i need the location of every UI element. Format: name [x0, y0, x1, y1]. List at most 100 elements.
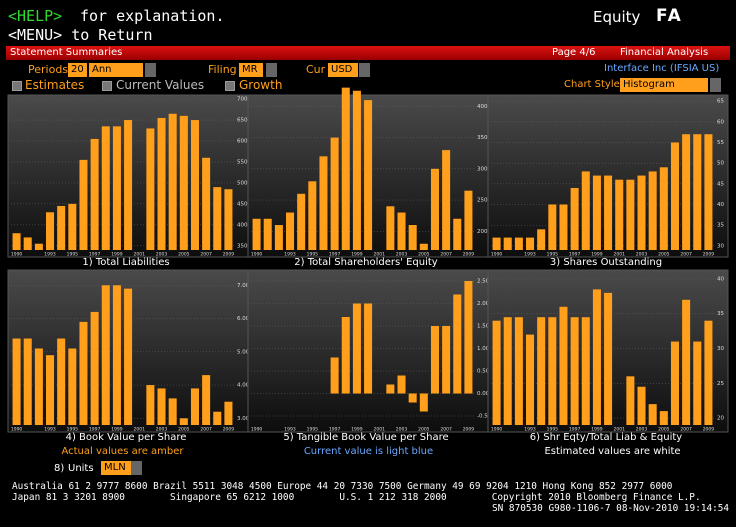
x-tick-label: 1997 [569, 252, 581, 258]
y-tick-label: 0.50 [477, 369, 490, 375]
bar [202, 157, 211, 250]
bar [626, 376, 635, 425]
chart-style-input[interactable]: Histogram [620, 78, 708, 92]
bar [704, 320, 713, 425]
x-tick-label: 2003 [636, 252, 648, 258]
bar [23, 237, 32, 250]
current-values[interactable]: Current Values [116, 78, 205, 92]
bar [419, 243, 428, 250]
bar [79, 321, 88, 425]
y-tick-label: 550 [237, 159, 248, 165]
y-tick-label: 50 [717, 161, 724, 167]
bar [90, 138, 99, 250]
growth[interactable]: Growth [239, 78, 283, 92]
bar [492, 320, 501, 425]
bar [408, 225, 417, 250]
note-estimated: Estimated values are white [544, 446, 681, 457]
x-tick-label: 1995 [547, 427, 559, 433]
x-tick-label: 2001 [613, 427, 625, 433]
bar [570, 317, 579, 425]
bar [492, 237, 501, 250]
dropdown[interactable] [131, 461, 142, 475]
bar [682, 134, 691, 250]
x-tick-label: 2003 [396, 427, 408, 433]
x-tick-label: 2009 [463, 427, 475, 433]
y-tick-label: 65 [717, 99, 724, 105]
x-tick-label: 2003 [636, 427, 648, 433]
y-tick-label: 2.00 [477, 301, 490, 307]
bar [526, 334, 535, 425]
bar [90, 311, 99, 425]
help-key[interactable]: <HELP> [8, 7, 63, 25]
dropdown[interactable] [710, 78, 721, 92]
checkbox[interactable] [225, 81, 235, 91]
x-tick-label: 2005 [658, 427, 670, 433]
x-tick-label: 2001 [613, 252, 625, 258]
x-tick-label: 2005 [418, 252, 430, 258]
help-text: for explanation. [80, 7, 225, 25]
chart-title: 1) Total Liabilities [82, 257, 169, 268]
bar [397, 375, 406, 394]
y-tick-label: 400 [237, 222, 248, 228]
bar [213, 187, 222, 250]
y-tick-label: 7.00 [237, 283, 250, 289]
x-tick-label: 1995 [307, 427, 319, 433]
y-tick-label: -0.50 [477, 414, 492, 420]
bar [592, 175, 601, 250]
units-input[interactable]: MLN [101, 461, 131, 475]
bar [670, 341, 679, 425]
y-tick-label: 55 [717, 140, 724, 146]
bar [12, 338, 21, 425]
y-tick-label: 300 [477, 166, 488, 172]
x-tick-label: 2003 [396, 252, 408, 258]
bar [386, 384, 395, 394]
y-tick-label: 450 [237, 201, 248, 207]
bar [364, 303, 373, 394]
bar [68, 203, 77, 250]
menu-line[interactable]: <MENU> to Return [8, 26, 153, 44]
chart-title: 6) Shr Eqty/Total Liab & Equity [530, 432, 683, 443]
frequency-input[interactable]: Ann [89, 63, 143, 77]
bar [419, 393, 428, 412]
filing-input[interactable]: MR [239, 63, 263, 77]
bar [124, 120, 133, 250]
bar [548, 204, 557, 250]
y-tick-label: 40 [717, 276, 724, 282]
y-tick-label: 0.00 [477, 391, 490, 397]
x-tick-label: 2007 [440, 427, 452, 433]
checkbox[interactable] [12, 81, 22, 91]
bar [604, 175, 613, 250]
units-label: Units [68, 463, 94, 474]
bar [341, 317, 350, 394]
x-tick-label: 2007 [680, 252, 692, 258]
checkbox[interactable] [102, 81, 112, 91]
y-tick-label: 350 [477, 135, 488, 141]
x-tick-label: 2005 [178, 427, 190, 433]
bar [101, 285, 110, 425]
x-tick-label: 2007 [200, 252, 212, 258]
dropdown[interactable] [145, 63, 156, 77]
bar [57, 205, 66, 250]
x-tick-label: 1993 [284, 427, 296, 433]
currency-input[interactable]: USD [328, 63, 358, 77]
dropdown[interactable] [266, 63, 277, 77]
x-tick-label: 1995 [67, 427, 79, 433]
x-tick-label: 1990 [11, 252, 23, 258]
bar [213, 411, 222, 425]
y-tick-label: 1.50 [477, 324, 490, 330]
bar [286, 212, 295, 250]
bar [659, 167, 668, 250]
bar [190, 388, 199, 425]
x-tick-label: 1990 [11, 427, 23, 433]
bar [604, 292, 613, 425]
bar [352, 90, 361, 251]
title-bar [6, 46, 730, 60]
periods-input[interactable]: 20 [68, 63, 87, 77]
chart-title: 4) Book Value per Share [66, 432, 187, 443]
bar [34, 348, 43, 425]
estimates[interactable]: Estimates [25, 78, 85, 92]
x-tick-label: 1997 [329, 252, 341, 258]
bar [34, 243, 43, 250]
x-tick-label: 2007 [200, 427, 212, 433]
dropdown[interactable] [359, 63, 370, 77]
